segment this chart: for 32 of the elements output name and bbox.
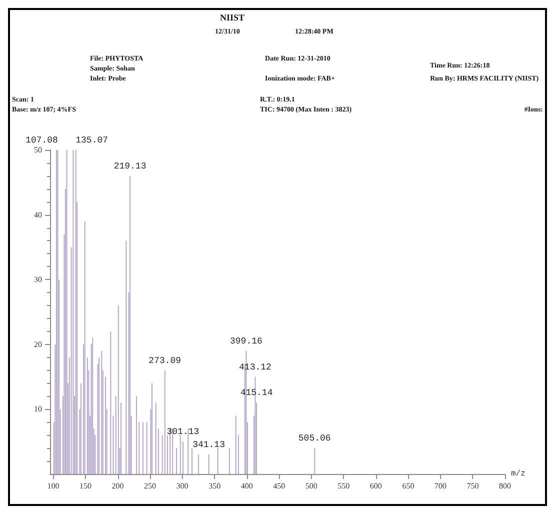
x-tick-label: 350: [208, 482, 221, 490]
y-tick-label: 40: [34, 210, 42, 220]
x-tick-label: 600: [370, 482, 382, 490]
x-tick-label: 200: [112, 482, 124, 490]
x-tick-label: 250: [144, 482, 156, 490]
y-tick-label: 30: [34, 275, 42, 284]
x-tick-label: 300: [176, 482, 188, 490]
annotation: 301.13: [166, 427, 200, 438]
x-axis-title: m/z: [511, 470, 526, 478]
y-tick-label: 50: [34, 146, 42, 154]
annotation: 415.14: [240, 388, 273, 398]
annotation: 219.13: [114, 161, 146, 172]
annotation: 273.09: [148, 356, 182, 366]
x-tick-label: 100: [47, 482, 60, 490]
x-tick-label: 500: [305, 482, 318, 490]
x-tick-label: 800: [499, 482, 511, 490]
chart-title: NIIST: [220, 12, 245, 22]
annotation: 505.06: [298, 434, 331, 444]
x-tick-label: 650: [402, 482, 414, 490]
annotation: 107.08: [26, 136, 58, 146]
x-tick-label: 550: [338, 482, 350, 490]
x-tick-label: 450: [273, 482, 286, 490]
x-tick-label: 150: [79, 482, 92, 490]
annotation: 341.13: [192, 440, 225, 450]
x-tick-label: 700: [434, 482, 446, 490]
annotation: 413.12: [239, 362, 272, 372]
x-tick-label: 750: [466, 482, 479, 490]
y-tick-label: 10: [34, 404, 42, 414]
x-tick-label: 400: [240, 482, 253, 490]
annotation: 399.16: [230, 336, 262, 346]
y-tick-label: 20: [34, 340, 42, 349]
annotation: 135.07: [76, 136, 108, 146]
